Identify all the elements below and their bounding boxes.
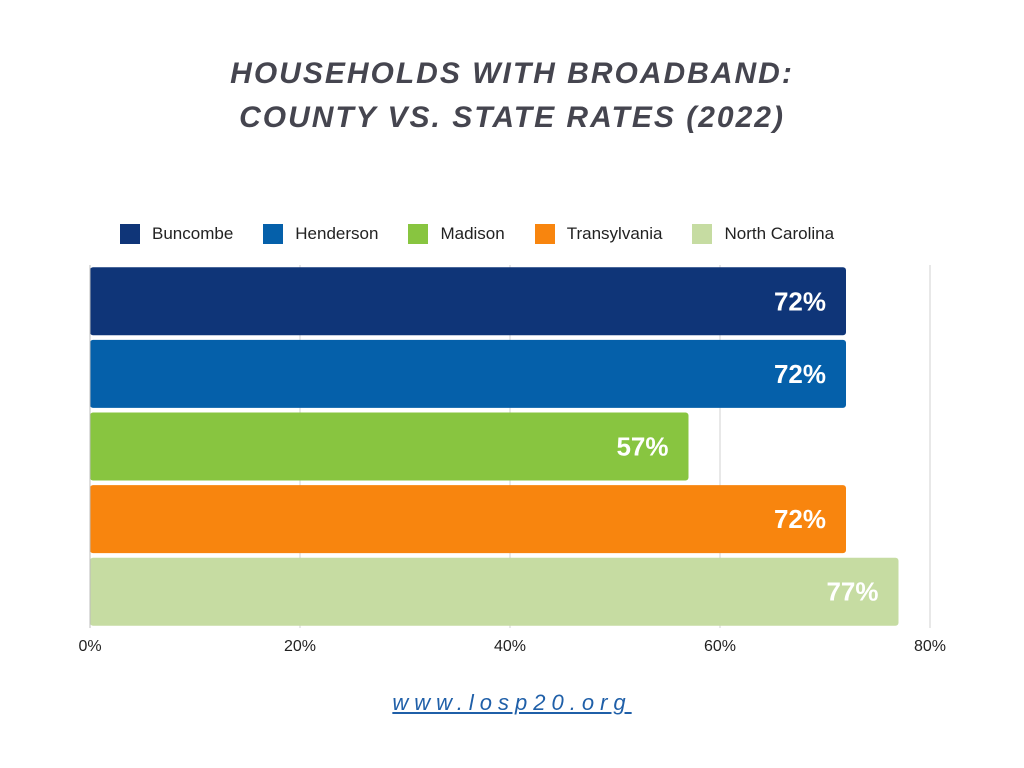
x-tick-label-60: 60% (704, 638, 736, 655)
data-label-transylvania: 72% (774, 504, 826, 534)
legend-swatch-transylvania (534, 224, 555, 244)
bar-north-carolina (90, 557, 899, 626)
chart-title-line-2: COUNTY VS. STATE RATES (2022) (239, 101, 785, 134)
x-tick-label-80: 80% (914, 638, 946, 655)
website-link[interactable]: www.losp20.org (392, 690, 632, 715)
footer: www.losp20.org (0, 690, 1024, 716)
legend-label-transylvania: Transylvania (566, 224, 663, 243)
legend-swatch-buncombe (120, 224, 140, 244)
data-label-madison: 57% (616, 432, 668, 462)
legend-item-madison: Madison (408, 224, 505, 244)
x-tick-label-40: 40% (494, 638, 526, 655)
legend-swatch-madison (408, 224, 429, 244)
data-label-henderson: 72% (774, 359, 826, 389)
legend-item-buncombe: Buncombe (120, 224, 233, 244)
legend-swatch-north-carolina (692, 224, 713, 244)
data-label-north-carolina: 77% (826, 577, 878, 607)
chart-legend: Buncombe Henderson Madison Transylvania … (120, 222, 834, 246)
legend-item-north-carolina: North Carolina (692, 224, 834, 244)
chart-title: HOUSEHOLDS WITH BROADBAND: COUNTY VS. ST… (0, 52, 1024, 140)
bar-henderson (90, 339, 846, 408)
legend-label-north-carolina: North Carolina (724, 224, 835, 243)
chart-title-line-1: HOUSEHOLDS WITH BROADBAND: (230, 57, 794, 90)
legend-item-henderson: Henderson (263, 224, 378, 244)
bar-buncombe (90, 267, 846, 336)
x-tick-label-20: 20% (284, 638, 316, 655)
data-label-buncombe: 72% (774, 286, 826, 316)
bar-madison (90, 412, 689, 481)
bar-transylvania (90, 485, 846, 554)
legend-label-madison: Madison (440, 224, 505, 243)
legend-swatch-henderson (263, 224, 284, 244)
x-tick-label-0: 0% (78, 638, 101, 655)
legend-item-transylvania: Transylvania (534, 224, 663, 244)
legend-label-henderson: Henderson (295, 224, 379, 243)
legend-label-buncombe: Buncombe (152, 224, 234, 243)
